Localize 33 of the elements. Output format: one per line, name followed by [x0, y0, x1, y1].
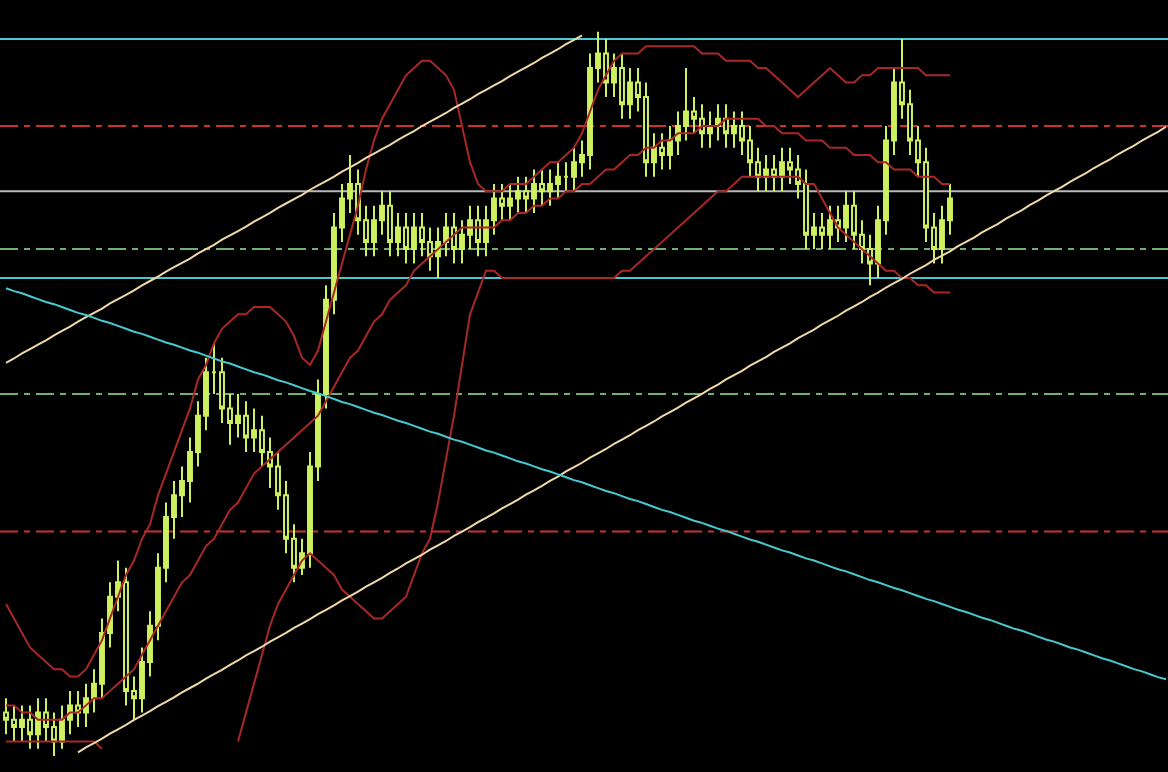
- candlestick: [539, 168, 545, 207]
- candlestick: [843, 190, 849, 243]
- candlestick: [35, 697, 41, 750]
- candlestick: [619, 52, 625, 120]
- candlestick: [475, 204, 481, 258]
- candlestick: [19, 704, 25, 743]
- candlestick: [707, 110, 713, 149]
- candlestick: [779, 146, 785, 193]
- candlestick: [411, 211, 417, 265]
- candlestick: [243, 400, 249, 453]
- candlestick: [547, 168, 553, 207]
- candlestick: [571, 146, 577, 193]
- candlestick: [523, 175, 529, 214]
- candlestick: [507, 182, 513, 222]
- candlestick: [531, 168, 537, 214]
- candlestick: [555, 161, 561, 200]
- candlestick: [819, 211, 825, 251]
- candlestick: [723, 103, 729, 149]
- candlestick: [403, 211, 409, 265]
- candlestick: [11, 704, 17, 743]
- candlestick: [771, 153, 777, 193]
- candlestick: [387, 190, 393, 258]
- candlestick: [323, 284, 329, 410]
- candlestick: [603, 38, 609, 99]
- candlestick: [451, 211, 457, 265]
- candlestick: [659, 132, 665, 171]
- candlestick: [715, 103, 721, 142]
- candlestick: [731, 110, 737, 149]
- candlestick: [763, 153, 769, 193]
- candlestick: [827, 204, 833, 251]
- candlestick: [515, 175, 521, 214]
- candlestick: [27, 704, 33, 750]
- candlestick: [75, 689, 81, 729]
